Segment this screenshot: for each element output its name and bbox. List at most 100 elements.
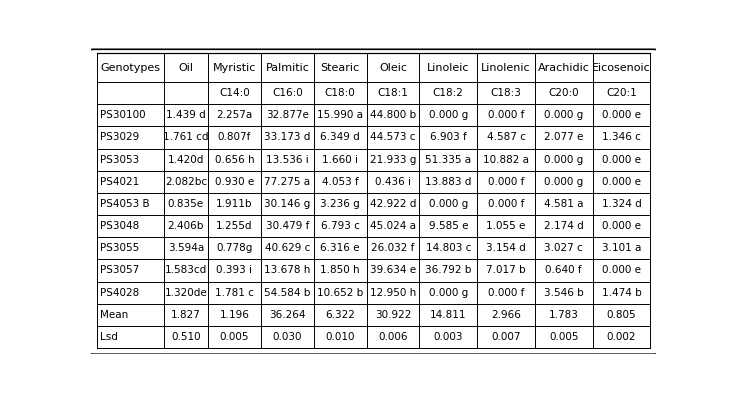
Text: 1.911b: 1.911b bbox=[217, 199, 253, 209]
Text: 0.006: 0.006 bbox=[378, 332, 408, 342]
Text: 4.053 f: 4.053 f bbox=[321, 177, 359, 187]
Text: 26.032 f: 26.032 f bbox=[371, 243, 415, 253]
Text: Oil: Oil bbox=[179, 62, 193, 72]
Text: 44.573 c: 44.573 c bbox=[370, 133, 416, 142]
Text: C18:0: C18:0 bbox=[325, 88, 356, 98]
Text: 0.656 h: 0.656 h bbox=[214, 154, 254, 165]
Text: 0.002: 0.002 bbox=[607, 332, 636, 342]
Text: PS3029: PS3029 bbox=[100, 133, 139, 142]
FancyBboxPatch shape bbox=[88, 49, 659, 354]
Text: 0.000 g: 0.000 g bbox=[429, 288, 468, 298]
Text: 1.660 i: 1.660 i bbox=[322, 154, 358, 165]
Text: C18:3: C18:3 bbox=[491, 88, 521, 98]
Text: 33.173 d: 33.173 d bbox=[264, 133, 311, 142]
Text: 1.055 e: 1.055 e bbox=[486, 221, 526, 231]
Text: 2.082bc: 2.082bc bbox=[165, 177, 207, 187]
Text: 0.000 e: 0.000 e bbox=[602, 221, 641, 231]
Text: Lsd: Lsd bbox=[100, 332, 118, 342]
Text: 1.320de: 1.320de bbox=[165, 288, 207, 298]
Text: 13.678 h: 13.678 h bbox=[264, 265, 311, 275]
Text: 6.349 d: 6.349 d bbox=[320, 133, 360, 142]
Text: 1.583cd: 1.583cd bbox=[165, 265, 207, 275]
Text: 0.000 f: 0.000 f bbox=[488, 177, 524, 187]
Text: Eicosenoic: Eicosenoic bbox=[592, 62, 651, 72]
Text: 6.322: 6.322 bbox=[325, 310, 355, 320]
Text: 0.805: 0.805 bbox=[607, 310, 636, 320]
Text: 3.594a: 3.594a bbox=[168, 243, 204, 253]
Text: 36.264: 36.264 bbox=[269, 310, 305, 320]
Text: 3.154 d: 3.154 d bbox=[486, 243, 526, 253]
Text: 0.930 e: 0.930 e bbox=[215, 177, 254, 187]
Text: Palmitic: Palmitic bbox=[265, 62, 309, 72]
Text: C14:0: C14:0 bbox=[219, 88, 250, 98]
Text: 1.783: 1.783 bbox=[549, 310, 579, 320]
Text: 1.196: 1.196 bbox=[219, 310, 249, 320]
Text: 2.406b: 2.406b bbox=[168, 221, 204, 231]
Text: 6.903 f: 6.903 f bbox=[430, 133, 467, 142]
Text: 39.634 e: 39.634 e bbox=[370, 265, 416, 275]
Text: 36.792 b: 36.792 b bbox=[425, 265, 472, 275]
Text: 3.236 g: 3.236 g bbox=[320, 199, 360, 209]
Text: 0.000 e: 0.000 e bbox=[602, 177, 641, 187]
Text: PS3055: PS3055 bbox=[100, 243, 139, 253]
Text: 0.003: 0.003 bbox=[434, 332, 463, 342]
Text: 1.255d: 1.255d bbox=[217, 221, 253, 231]
Text: Genotypes: Genotypes bbox=[100, 62, 160, 72]
Text: PS4053 B: PS4053 B bbox=[100, 199, 149, 209]
Text: 30.146 g: 30.146 g bbox=[264, 199, 311, 209]
Text: 2.257a: 2.257a bbox=[217, 110, 253, 120]
Text: C20:1: C20:1 bbox=[607, 88, 637, 98]
Text: 0.393 i: 0.393 i bbox=[217, 265, 252, 275]
Text: 0.000 g: 0.000 g bbox=[544, 154, 583, 165]
Text: 2.174 d: 2.174 d bbox=[544, 221, 584, 231]
Text: 3.546 b: 3.546 b bbox=[544, 288, 584, 298]
Text: 9.585 e: 9.585 e bbox=[429, 221, 468, 231]
Text: 4.587 c: 4.587 c bbox=[486, 133, 526, 142]
Text: 0.436 i: 0.436 i bbox=[375, 177, 411, 187]
Text: 54.584 b: 54.584 b bbox=[264, 288, 311, 298]
Text: 0.007: 0.007 bbox=[491, 332, 521, 342]
Text: 14.803 c: 14.803 c bbox=[426, 243, 471, 253]
Text: 1.850 h: 1.850 h bbox=[320, 265, 360, 275]
Text: 0.000 g: 0.000 g bbox=[544, 177, 583, 187]
Text: 0.835e: 0.835e bbox=[168, 199, 204, 209]
Text: 0.005: 0.005 bbox=[549, 332, 579, 342]
Text: 51.335 a: 51.335 a bbox=[425, 154, 472, 165]
Text: 13.536 i: 13.536 i bbox=[266, 154, 308, 165]
Text: 3.101 a: 3.101 a bbox=[602, 243, 642, 253]
Text: 14.811: 14.811 bbox=[430, 310, 467, 320]
Text: PS4028: PS4028 bbox=[100, 288, 139, 298]
Text: 0.030: 0.030 bbox=[273, 332, 302, 342]
Text: PS3053: PS3053 bbox=[100, 154, 139, 165]
Text: 0.005: 0.005 bbox=[219, 332, 249, 342]
Text: 0.807f: 0.807f bbox=[218, 133, 252, 142]
Text: 30.922: 30.922 bbox=[375, 310, 411, 320]
Text: PS4021: PS4021 bbox=[100, 177, 139, 187]
Text: 0.000 e: 0.000 e bbox=[602, 110, 641, 120]
Text: 6.793 c: 6.793 c bbox=[321, 221, 359, 231]
Text: 1.474 b: 1.474 b bbox=[601, 288, 642, 298]
Text: 2.966: 2.966 bbox=[491, 310, 521, 320]
Text: 45.024 a: 45.024 a bbox=[370, 221, 416, 231]
Text: 6.316 e: 6.316 e bbox=[321, 243, 360, 253]
Text: 0.000 e: 0.000 e bbox=[602, 154, 641, 165]
Text: 1.420d: 1.420d bbox=[168, 154, 204, 165]
Text: 44.800 b: 44.800 b bbox=[370, 110, 416, 120]
Text: 30.479 f: 30.479 f bbox=[265, 221, 309, 231]
Text: 42.922 d: 42.922 d bbox=[370, 199, 416, 209]
Text: 10.652 b: 10.652 b bbox=[317, 288, 363, 298]
Text: 0.010: 0.010 bbox=[325, 332, 355, 342]
Text: 1.827: 1.827 bbox=[171, 310, 200, 320]
Text: Arachidic: Arachidic bbox=[538, 62, 590, 72]
Text: 1.324 d: 1.324 d bbox=[601, 199, 642, 209]
Text: 1.761 cd: 1.761 cd bbox=[163, 133, 208, 142]
Text: 1.781 c: 1.781 c bbox=[215, 288, 254, 298]
Text: 15.990 a: 15.990 a bbox=[317, 110, 363, 120]
Text: 0.000 g: 0.000 g bbox=[429, 199, 468, 209]
Text: 0.510: 0.510 bbox=[171, 332, 200, 342]
Text: 0.000 f: 0.000 f bbox=[488, 110, 524, 120]
Text: C18:1: C18:1 bbox=[378, 88, 408, 98]
Text: 10.882 a: 10.882 a bbox=[483, 154, 529, 165]
Text: Mean: Mean bbox=[100, 310, 128, 320]
Text: 40.629 c: 40.629 c bbox=[265, 243, 310, 253]
